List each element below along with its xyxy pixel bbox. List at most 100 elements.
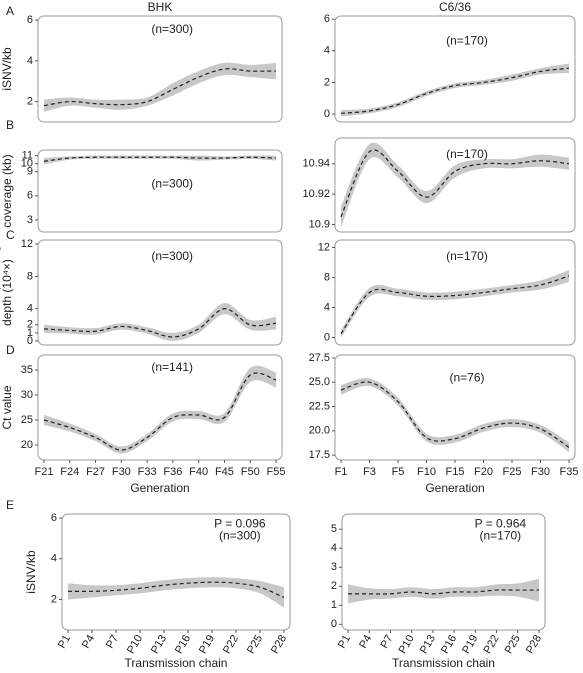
x-axis-title: Generation (130, 481, 189, 495)
x-tick-label: P4 (80, 633, 97, 651)
annotation: P = 0.964 (475, 517, 527, 531)
y-axis-title: Ct value (0, 385, 14, 429)
y-tick-label: 4 (27, 303, 33, 315)
panel-frame (334, 137, 576, 233)
y-tick-label: 11 (22, 150, 33, 162)
x-tick-label: P13 (418, 633, 438, 656)
x-tick-label: F27 (86, 466, 105, 478)
y-axis-title: depth (10⁴×) (0, 259, 14, 326)
x-tick-label: P25 (245, 633, 265, 656)
panel-frame (37, 354, 283, 461)
column-title: C6/36 (439, 0, 471, 14)
annotation: P = 0.096 (214, 517, 266, 531)
fit-line (43, 156, 277, 162)
x-tick-label: P22 (221, 633, 241, 656)
x-tick-label: F3 (363, 466, 376, 478)
column-title: BHK (148, 0, 173, 14)
y-axis-title: Genome (0, 168, 1, 214)
y-axis-title: iSNV/kb (24, 550, 38, 594)
x-tick-label: F45 (215, 466, 234, 478)
y-tick-label: 8 (324, 271, 330, 283)
x-tick-label: F24 (60, 466, 79, 478)
panel: 0 1 2 3 4 5 P1 P4 P7 P10 P13 P16 P19 P22 P25 P28 Transmi… (331, 513, 546, 670)
x-tick-label: F33 (138, 466, 157, 478)
x-axis-title: Transmission chain (125, 656, 228, 670)
annotation: (n=76) (449, 370, 484, 384)
panel-frame (37, 239, 283, 346)
x-tick-label: F21 (35, 466, 54, 478)
y-tick-label: 2 (27, 319, 33, 331)
y-tick-label: 2 (324, 76, 330, 88)
y-tick-label: 12 (318, 241, 330, 253)
x-tick-label: P19 (460, 633, 480, 656)
y-tick-label: 10.9 (309, 218, 330, 230)
x-tick-label: F5 (392, 466, 405, 478)
confidence-band (44, 302, 276, 341)
x-tick-label: F30 (531, 466, 550, 478)
panel: 0 2 4 6 (n=170) (324, 13, 576, 123)
fit-line (43, 308, 277, 338)
y-tick-label: 9 (27, 166, 33, 178)
panel-label: D (6, 343, 15, 357)
y-tick-label: 27.5 (309, 352, 330, 364)
y-tick-label: 6 (324, 13, 330, 25)
confidence-band (341, 63, 569, 117)
annotation: (n=170) (446, 34, 488, 48)
annotation: (n=300) (219, 529, 261, 543)
x-tick-label: F55 (267, 466, 286, 478)
panel-frame (37, 149, 283, 233)
x-tick-label: F1 (335, 466, 348, 478)
y-tick-label: 12 (21, 238, 33, 250)
y-tick-label: 20 (21, 439, 33, 451)
x-tick-label: P7 (104, 633, 121, 651)
panel-label: B (6, 118, 14, 132)
y-tick-label: 25 (21, 414, 33, 426)
y-tick-label: 6 (27, 14, 33, 26)
panel-label: C (6, 228, 15, 242)
panel-label: E (6, 498, 14, 512)
x-tick-label: F25 (503, 466, 522, 478)
y-tick-label: 1 (331, 599, 337, 611)
y-tick-label: 4 (324, 301, 330, 313)
x-tick-label: F10 (417, 466, 436, 478)
panel: 10.9 10.92 10.94 (n=170) (302, 137, 576, 233)
annotation: (n=300) (151, 249, 193, 263)
panel-frame (37, 15, 283, 123)
x-tick-label: F40 (189, 466, 208, 478)
y-tick-label: 4 (324, 45, 330, 57)
annotation: (n=141) (151, 360, 193, 374)
fit-line (67, 581, 285, 598)
y-axis-title: Mean sequencing (0, 245, 1, 340)
y-tick-label: 5 (331, 523, 337, 535)
panel-frame (334, 15, 576, 123)
y-axis-title: iSNV/kb (0, 47, 14, 91)
y-tick-label: 2 (51, 593, 57, 605)
y-axis-title: coverage (kb) (0, 154, 14, 227)
x-tick-label: P10 (397, 633, 417, 656)
y-tick-label: 6 (51, 512, 57, 524)
confidence-band (341, 377, 569, 453)
y-tick-label: 3 (27, 214, 33, 226)
y-tick-label: 10 (21, 158, 33, 170)
y-tick-label: 8 (27, 270, 33, 282)
y-tick-label: 22.5 (309, 400, 330, 412)
y-tick-label: 10.92 (302, 188, 330, 200)
x-tick-label: P1 (56, 633, 73, 651)
panel: 20 25 30 35 F21 F24 F27 F30 F33 F36 F40 F45 F50 F55 Ge… (0, 354, 286, 495)
panel: 2 4 6 P1 P4 P7 P10 P13 P16 P19 P22 P25 P28 Transmissi… (24, 512, 291, 670)
fit-line (340, 67, 570, 114)
x-tick-label: P1 (336, 633, 353, 651)
panel-frame (341, 513, 546, 631)
panel-frame (61, 513, 291, 631)
x-tick-label: F36 (163, 466, 182, 478)
panel: 2 4 6 iSNV/kb (n=300) (0, 14, 283, 123)
y-tick-label: 4 (51, 553, 57, 565)
y-tick-label: 25.0 (309, 376, 330, 388)
confidence-band (44, 155, 276, 165)
confidence-band (68, 577, 284, 608)
x-tick-label: P28 (269, 633, 289, 656)
confidence-band (341, 270, 569, 338)
x-tick-label: P16 (439, 633, 459, 656)
x-tick-label: P16 (173, 633, 193, 656)
